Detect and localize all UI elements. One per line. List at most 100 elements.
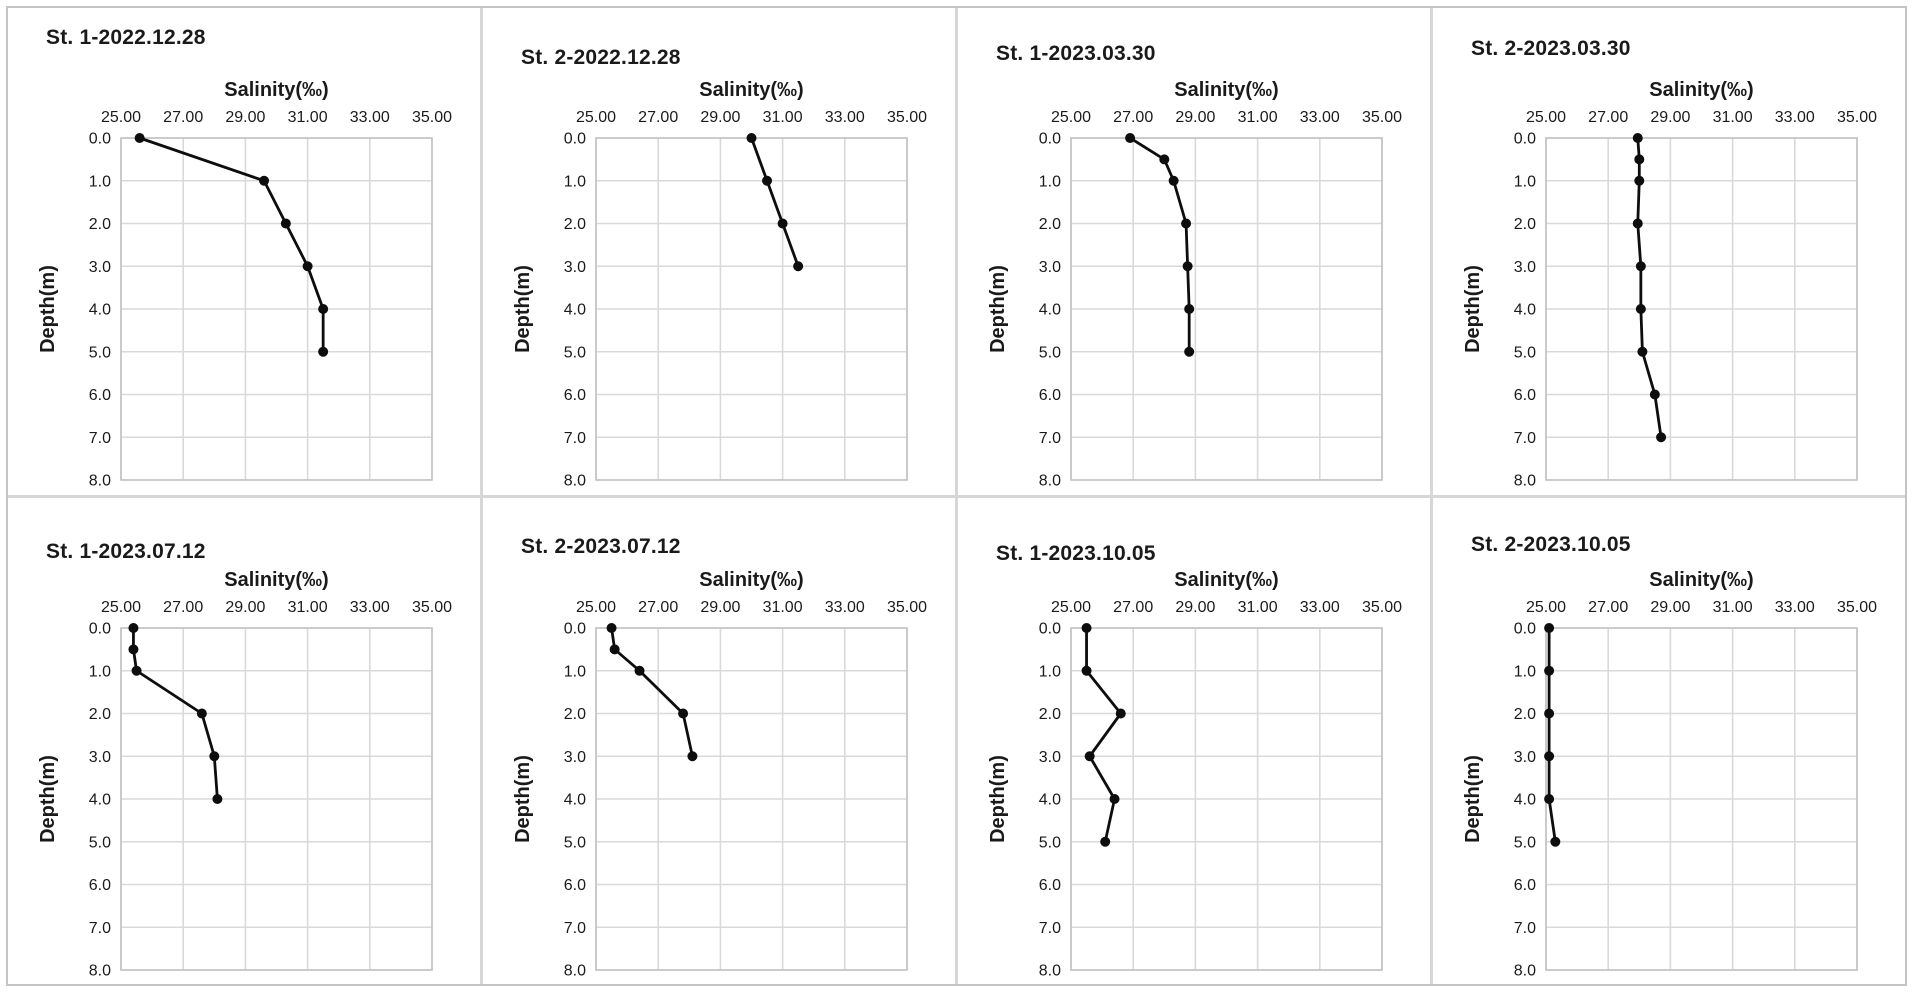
y-tick-label: 8.0 <box>1514 962 1536 976</box>
x-tick-label: 25.00 <box>1526 599 1566 616</box>
data-point-marker <box>1635 261 1646 272</box>
panel-title: St. 1-2023.10.05 <box>996 541 1156 565</box>
y-tick-label: 4.0 <box>564 302 586 319</box>
x-axis-title: Salinity(‰) <box>1174 569 1278 591</box>
y-axis-title: Depth(m) <box>512 265 534 353</box>
data-point-marker <box>1544 708 1555 718</box>
data-point-marker <box>1649 389 1660 400</box>
y-tick-label: 4.0 <box>564 791 586 808</box>
panel-title: St. 1-2022.12.28 <box>46 26 206 49</box>
x-tick-label: 35.00 <box>1837 109 1877 126</box>
salinity-depth-chart: Salinity(‰) 25.00 27.00 29.00 31.00 33.00 35.0… <box>987 569 1402 976</box>
x-tick-label: 25.00 <box>1051 109 1091 126</box>
y-tick-label: 1.0 <box>564 173 586 190</box>
plot-border <box>595 626 908 971</box>
plot-border <box>1545 137 1858 481</box>
x-axis-title: Salinity(‰) <box>224 569 328 591</box>
data-point-marker <box>259 175 270 186</box>
chart-panel-st1-2023-10-05: St. 1-2023.10.05 Salinity(‰) 25.00 27.00 29… <box>958 497 1430 984</box>
data-point-marker <box>1544 665 1555 676</box>
x-tick-label: 33.00 <box>1300 109 1340 126</box>
x-tick-label: 35.00 <box>887 599 927 616</box>
data-point-marker <box>1544 750 1555 761</box>
y-tick-label: 0.0 <box>89 620 111 637</box>
plot-border <box>120 626 433 971</box>
data-point-marker <box>196 708 207 718</box>
x-tick-label: 33.00 <box>1775 599 1815 616</box>
y-axis-title: Depth(m) <box>37 755 59 843</box>
y-tick-label: 3.0 <box>89 748 111 765</box>
panel-title: St. 2-2023.03.30 <box>1471 37 1631 60</box>
data-point-marker <box>762 175 773 186</box>
plot-border <box>120 137 433 481</box>
x-tick-label: 27.00 <box>638 109 678 126</box>
y-tick-label: 6.0 <box>1514 877 1536 894</box>
y-tick-label: 5.0 <box>1039 834 1061 851</box>
x-tick-label: 29.00 <box>700 109 740 126</box>
y-tick-label: 2.0 <box>89 706 111 723</box>
y-tick-label: 8.0 <box>1039 962 1061 976</box>
y-tick-label: 1.0 <box>1039 663 1061 680</box>
y-tick-label: 3.0 <box>1514 259 1536 276</box>
x-tick-label: 33.00 <box>825 599 865 616</box>
data-point-marker <box>1182 261 1193 272</box>
x-tick-label: 25.00 <box>1051 599 1091 616</box>
panel-title: St. 2-2022.12.28 <box>521 46 681 69</box>
data-point-marker <box>1634 175 1645 186</box>
y-tick-label: 5.0 <box>564 834 586 851</box>
y-tick-label: 1.0 <box>1039 173 1061 190</box>
salinity-depth-chart: Salinity(‰) 25.00 27.00 29.00 31.00 33.00 35.0… <box>37 569 452 976</box>
plot-border <box>1070 137 1383 481</box>
salinity-profile-line <box>610 626 694 758</box>
y-tick-label: 5.0 <box>89 344 111 361</box>
y-tick-label: 0.0 <box>1514 131 1536 148</box>
y-tick-label: 6.0 <box>564 877 586 894</box>
x-tick-label: 29.00 <box>1650 599 1690 616</box>
chart-panel-st2-2023-03-30: St. 2-2023.03.30 Salinity(‰) 25.00 27.00 29… <box>1433 8 1905 495</box>
y-tick-label: 0.0 <box>564 131 586 148</box>
data-point-marker <box>1159 154 1170 165</box>
salinity-profile-line <box>138 136 325 354</box>
x-tick-label: 29.00 <box>225 599 265 616</box>
x-tick-label: 29.00 <box>1175 109 1215 126</box>
y-tick-label: 7.0 <box>1039 430 1061 447</box>
data-point-marker <box>609 643 620 654</box>
data-point-marker <box>1181 218 1192 229</box>
data-point-marker <box>318 304 329 314</box>
x-tick-label: 33.00 <box>1775 109 1815 126</box>
x-tick-label: 25.00 <box>1526 109 1566 126</box>
x-tick-label: 27.00 <box>1113 109 1153 126</box>
y-tick-label: 0.0 <box>1514 620 1536 637</box>
x-axis-title: Salinity(‰) <box>699 569 803 591</box>
data-point-marker <box>678 708 689 718</box>
salinity-profile-line <box>1547 626 1557 843</box>
x-tick-label: 33.00 <box>350 109 390 126</box>
data-point-marker <box>606 622 617 633</box>
salinity-profile-line <box>750 136 800 268</box>
data-point-marker <box>1081 622 1092 633</box>
y-tick-label: 1.0 <box>1514 173 1536 190</box>
y-axis-title: Depth(m) <box>1462 265 1484 353</box>
y-tick-label: 7.0 <box>89 919 111 936</box>
salinity-profile-line <box>1128 136 1191 354</box>
x-tick-label: 29.00 <box>1175 599 1215 616</box>
data-point-marker <box>1634 154 1645 165</box>
data-point-marker <box>1084 750 1095 761</box>
y-tick-label: 7.0 <box>1514 919 1536 936</box>
y-tick-label: 6.0 <box>1039 387 1061 404</box>
salinity-depth-chart: Salinity(‰) 25.00 27.00 29.00 31.00 33.00 35.0… <box>987 79 1402 486</box>
y-tick-label: 6.0 <box>89 877 111 894</box>
data-point-marker <box>687 750 698 761</box>
salinity-depth-chart: Salinity(‰) 25.00 27.00 29.00 31.00 33.00 35.0… <box>37 79 452 486</box>
data-point-marker <box>302 261 313 272</box>
y-tick-label: 3.0 <box>564 259 586 276</box>
x-tick-label: 27.00 <box>163 599 203 616</box>
data-point-marker <box>1632 133 1643 143</box>
x-tick-label: 31.00 <box>1238 599 1278 616</box>
x-tick-label: 25.00 <box>101 109 141 126</box>
x-axis-title: Salinity(‰) <box>224 79 328 101</box>
x-tick-label: 27.00 <box>163 109 203 126</box>
panel-title: St. 2-2023.10.05 <box>1471 532 1631 556</box>
plot-border <box>1070 626 1383 971</box>
y-tick-label: 5.0 <box>1039 344 1061 361</box>
